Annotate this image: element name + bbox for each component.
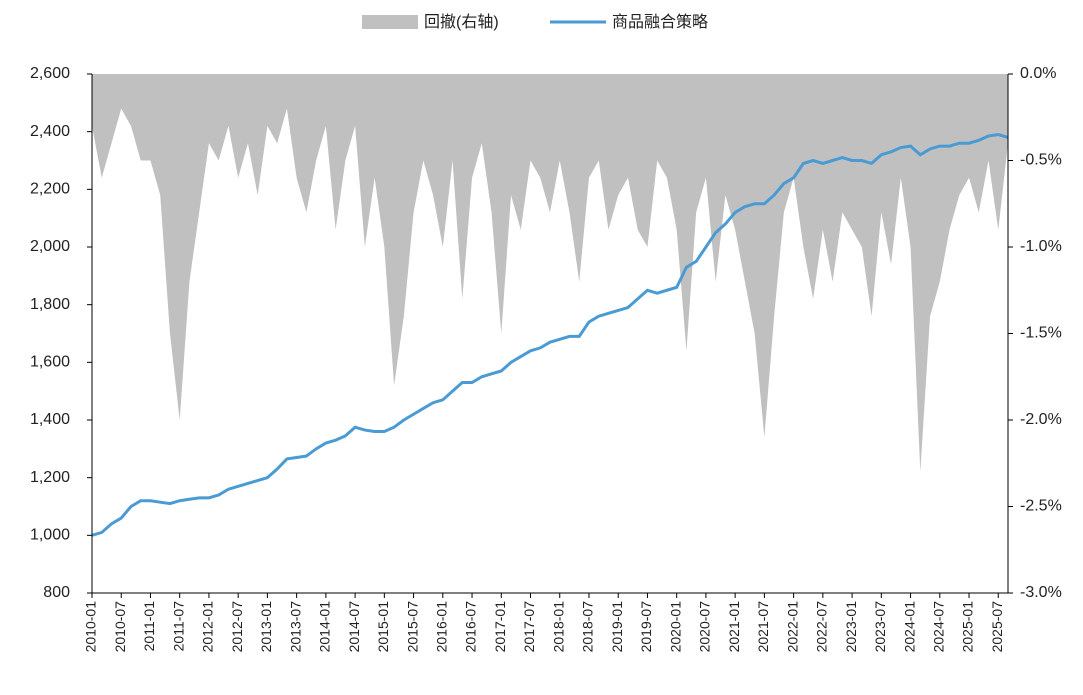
x-tick-label: 2023-07 (872, 601, 888, 653)
x-tick-label: 2020-01 (667, 601, 683, 653)
drawdown-area (92, 74, 1008, 472)
x-tick-label: 2025-01 (960, 601, 976, 653)
y2-tick-label: -0.5% (1020, 152, 1062, 169)
x-tick-label: 2024-01 (901, 601, 917, 653)
y2-tick-label: 0.0% (1020, 65, 1056, 82)
x-tick-label: 2017-01 (492, 601, 508, 653)
x-tick-label: 2010-07 (112, 601, 128, 653)
x-tick-label: 2017-07 (521, 601, 537, 653)
x-tick-label: 2022-07 (814, 601, 830, 653)
x-tick-label: 2019-07 (638, 601, 654, 653)
x-tick-label: 2024-07 (930, 601, 946, 653)
x-tick-label: 2018-07 (580, 601, 596, 653)
x-tick-label: 2012-01 (200, 601, 216, 653)
x-tick-label: 2015-01 (375, 601, 391, 653)
y-tick-label: 2,600 (30, 65, 70, 82)
x-tick-label: 2020-07 (697, 601, 713, 653)
y-tick-label: 1,400 (30, 411, 70, 428)
x-tick-label: 2016-01 (434, 601, 450, 653)
y2-tick-label: -2.5% (1020, 498, 1062, 515)
y-tick-label: 1,200 (30, 469, 70, 486)
y-tick-label: 2,000 (30, 238, 70, 255)
x-tick-label: 2014-07 (346, 601, 362, 653)
x-tick-label: 2021-07 (755, 601, 771, 653)
y-tick-label: 800 (43, 584, 70, 601)
x-tick-label: 2013-07 (287, 601, 303, 653)
x-tick-label: 2011-07 (170, 601, 186, 652)
y-tick-label: 2,400 (30, 123, 70, 140)
x-tick-label: 2015-07 (404, 601, 420, 653)
x-tick-label: 2012-07 (229, 601, 245, 653)
x-tick-label: 2013-01 (258, 601, 274, 653)
y-tick-label: 1,800 (30, 296, 70, 313)
y2-tick-label: -1.5% (1020, 325, 1062, 342)
y2-tick-label: -1.0% (1020, 238, 1062, 255)
strategy-line (91, 133, 1009, 537)
x-tick-label: 2019-01 (609, 601, 625, 653)
x-tick-label: 2016-07 (463, 601, 479, 653)
x-tick-label: 2018-01 (550, 601, 566, 653)
legend-label: 商品融合策略 (612, 13, 708, 31)
y-tick-label: 1,000 (30, 527, 70, 544)
x-tick-label: 2010-01 (83, 601, 99, 653)
x-tick-label: 2025-07 (989, 601, 1005, 653)
x-tick-label: 2021-01 (726, 601, 742, 653)
x-tick-label: 2023-01 (843, 601, 859, 653)
y-tick-label: 2,200 (30, 181, 70, 198)
x-tick-label: 2014-01 (317, 601, 333, 653)
y2-tick-label: -3.0% (1020, 584, 1062, 601)
y-tick-label: 1,600 (30, 354, 70, 371)
legend-label: 回撤(右轴) (424, 13, 499, 31)
legend-swatch (362, 15, 418, 29)
y2-tick-label: -2.0% (1020, 411, 1062, 428)
x-tick-label: 2022-01 (784, 601, 800, 653)
x-tick-label: 2011-01 (141, 601, 157, 652)
